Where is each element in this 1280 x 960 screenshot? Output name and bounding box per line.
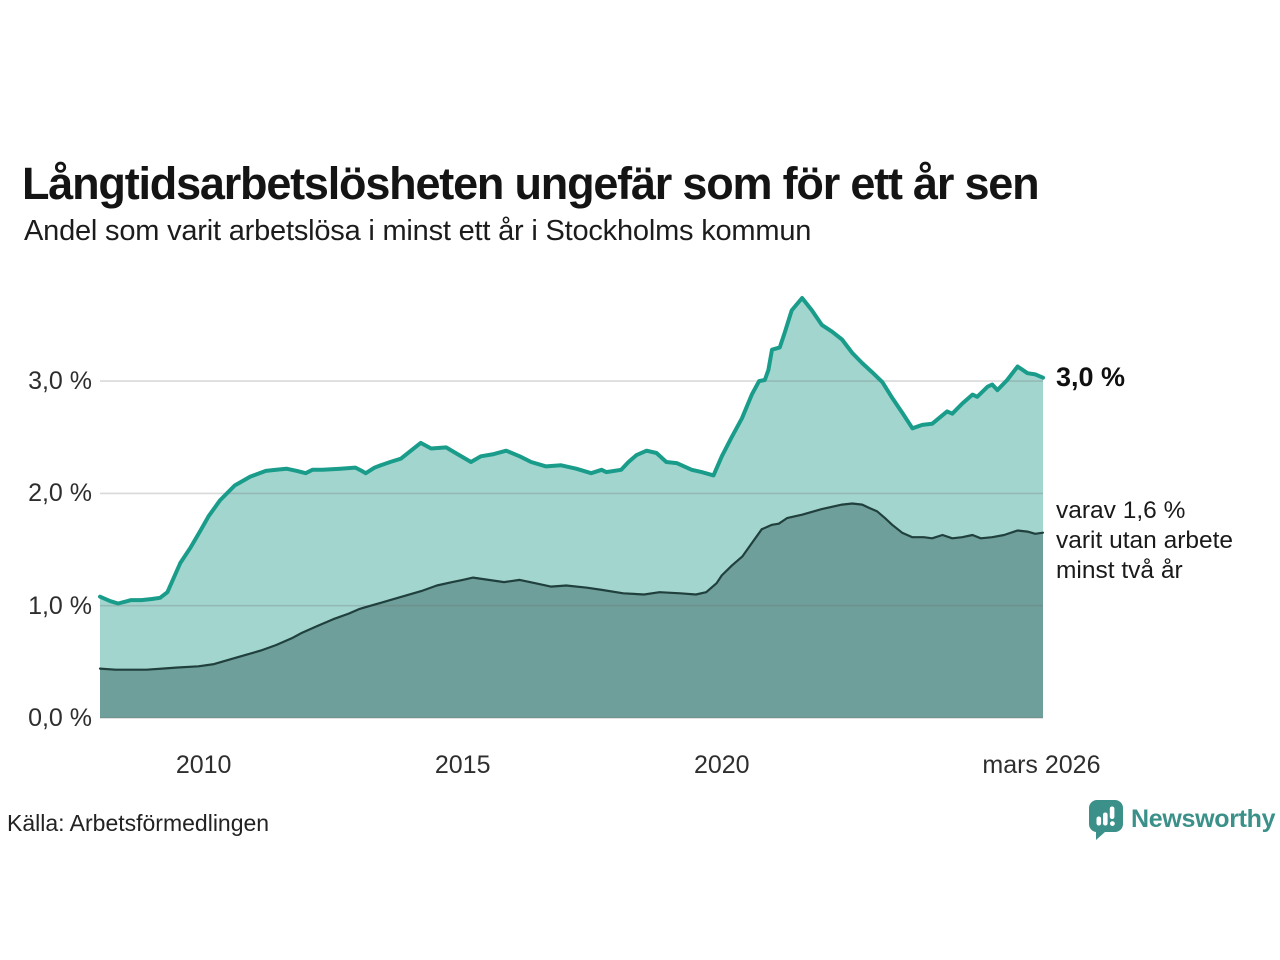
y-axis-tick-label: 1,0 % [28, 591, 92, 620]
x-axis-tick-label: 2010 [175, 751, 232, 779]
dark-area-end-label: varav 1,6 % varit utan arbete minst två … [1056, 497, 1234, 584]
y-axis-tick-label: 3,0 % [28, 367, 92, 396]
newsworthy-logo-text: Newsworthy [1131, 805, 1276, 833]
newsworthy-logo-icon [1088, 800, 1123, 840]
x-axis-tick-label: 2020 [693, 751, 750, 779]
total-line [98, 296, 1045, 606]
y-axis-tick-label: 2,0 % [28, 479, 92, 508]
x-axis-tick-label: mars 2026 [982, 751, 1101, 779]
two-year-area-fill [100, 503, 1043, 718]
page-title: Långtidsarbetslösheten ungefär som för e… [22, 158, 1040, 210]
total-line-end-label: 3,0 % [1056, 362, 1126, 392]
newsworthy-logo: Newsworthy [1088, 799, 1276, 840]
x-axis-tick-label: 2015 [434, 751, 491, 779]
chart-subtitle: Andel som varit arbetslösa i minst ett å… [24, 215, 812, 247]
y-axis-tick-label: 0,0 % [28, 704, 92, 732]
two-year-line [98, 502, 1045, 671]
source-note: Källa: Arbetsförmedlingen [7, 810, 270, 836]
